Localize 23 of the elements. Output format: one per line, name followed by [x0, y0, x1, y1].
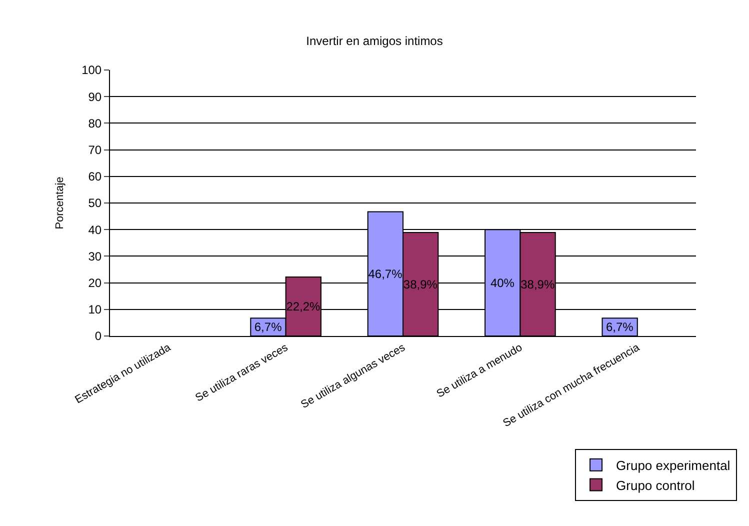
y-tick-label: 10: [88, 302, 102, 317]
y-tick-label: 100: [82, 63, 102, 78]
chart-title: Invertir en amigos intimos: [306, 34, 443, 48]
data-label: 46,7%: [368, 266, 403, 281]
legend-label: Grupo experimental: [616, 458, 730, 473]
legend-label: Grupo control: [616, 478, 695, 493]
y-tick-label: 20: [88, 276, 102, 290]
data-label: 6,7%: [606, 320, 634, 334]
y-tick-label: 60: [88, 170, 102, 184]
data-label: 40%: [490, 276, 515, 290]
y-tick-label: 80: [88, 116, 102, 130]
data-label: 22,2%: [286, 299, 321, 314]
y-tick-label: 70: [88, 143, 102, 157]
y-tick-label: 0: [94, 329, 102, 344]
y-tick-label: 40: [88, 222, 102, 237]
data-label: 38,9%: [520, 277, 555, 292]
data-label: 38,9%: [403, 277, 438, 292]
data-label: 6,7%: [254, 320, 282, 334]
x-tick-label: Se utiliza raras veces: [194, 341, 290, 404]
y-tick-label: 50: [88, 196, 102, 210]
y-axis-title: Porcentaje: [54, 176, 66, 230]
y-tick-label: 90: [88, 90, 102, 104]
y-tick-label: 30: [88, 249, 102, 264]
